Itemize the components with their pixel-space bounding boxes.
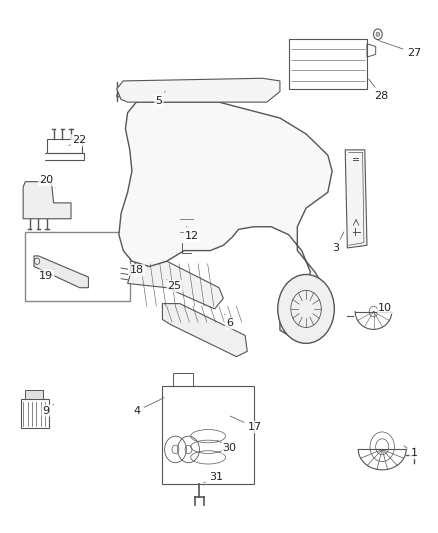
Text: 22: 22 — [69, 135, 86, 146]
Text: 17: 17 — [230, 416, 262, 432]
Text: 3: 3 — [332, 232, 344, 253]
Polygon shape — [25, 390, 43, 399]
Polygon shape — [127, 261, 223, 309]
Text: 4: 4 — [134, 398, 164, 416]
Bar — [25, 232, 130, 301]
Text: 27: 27 — [378, 41, 421, 58]
Text: 9: 9 — [42, 405, 53, 416]
Text: 1: 1 — [404, 446, 417, 458]
Text: 19: 19 — [39, 269, 53, 280]
Polygon shape — [162, 304, 247, 357]
Circle shape — [376, 32, 380, 36]
Bar — [176, 211, 197, 243]
Text: 10: 10 — [374, 303, 392, 313]
Bar — [289, 38, 367, 89]
Text: 12: 12 — [185, 227, 199, 241]
Polygon shape — [119, 102, 332, 338]
Text: 30: 30 — [217, 440, 237, 453]
Bar — [21, 399, 49, 428]
Polygon shape — [117, 86, 201, 97]
Polygon shape — [34, 256, 88, 288]
Text: 6: 6 — [225, 314, 233, 328]
Text: 20: 20 — [39, 175, 56, 188]
Polygon shape — [117, 78, 280, 102]
Text: 18: 18 — [130, 265, 144, 275]
Bar — [162, 386, 254, 484]
Polygon shape — [23, 182, 71, 219]
Text: 25: 25 — [167, 280, 182, 291]
Text: 5: 5 — [155, 91, 165, 106]
Text: 31: 31 — [204, 472, 223, 483]
Polygon shape — [345, 150, 367, 248]
Text: 28: 28 — [369, 79, 389, 101]
Circle shape — [278, 274, 334, 343]
